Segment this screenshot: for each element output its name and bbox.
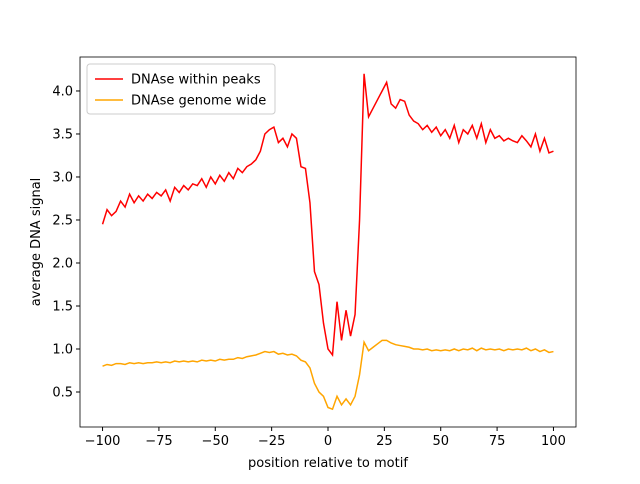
line-series xyxy=(102,339,554,411)
y-tick-label: 3.5 xyxy=(52,127,73,142)
y-tick-label: 2.0 xyxy=(52,256,73,271)
x-tick-label: −75 xyxy=(145,434,172,449)
y-tick-label: 3.0 xyxy=(52,170,73,185)
y-tick-label: 2.5 xyxy=(52,213,73,228)
x-tick-label: 50 xyxy=(432,434,449,449)
x-tick-label: 100 xyxy=(541,434,566,449)
x-tick-label: −25 xyxy=(258,434,285,449)
legend-label: DNAse genome wide xyxy=(131,94,266,109)
legend-label: DNAse within peaks xyxy=(131,73,261,88)
x-tick-label: −50 xyxy=(202,434,229,449)
y-tick-label: 0.5 xyxy=(52,385,73,400)
y-axis-label: average DNA signal xyxy=(29,178,44,307)
x-axis-label: position relative to motif xyxy=(248,456,408,471)
y-tick-label: 1.5 xyxy=(52,299,73,314)
plot-frame xyxy=(79,56,577,428)
y-tick-label: 4.0 xyxy=(52,84,73,99)
x-tick-label: 75 xyxy=(489,434,506,449)
x-tick-label: 25 xyxy=(376,434,393,449)
y-tick-label: 1.0 xyxy=(52,342,73,357)
x-tick-label: −100 xyxy=(85,434,121,449)
x-tick-label: 0 xyxy=(324,434,332,449)
legend-box xyxy=(86,63,276,115)
line-series xyxy=(101,73,554,358)
